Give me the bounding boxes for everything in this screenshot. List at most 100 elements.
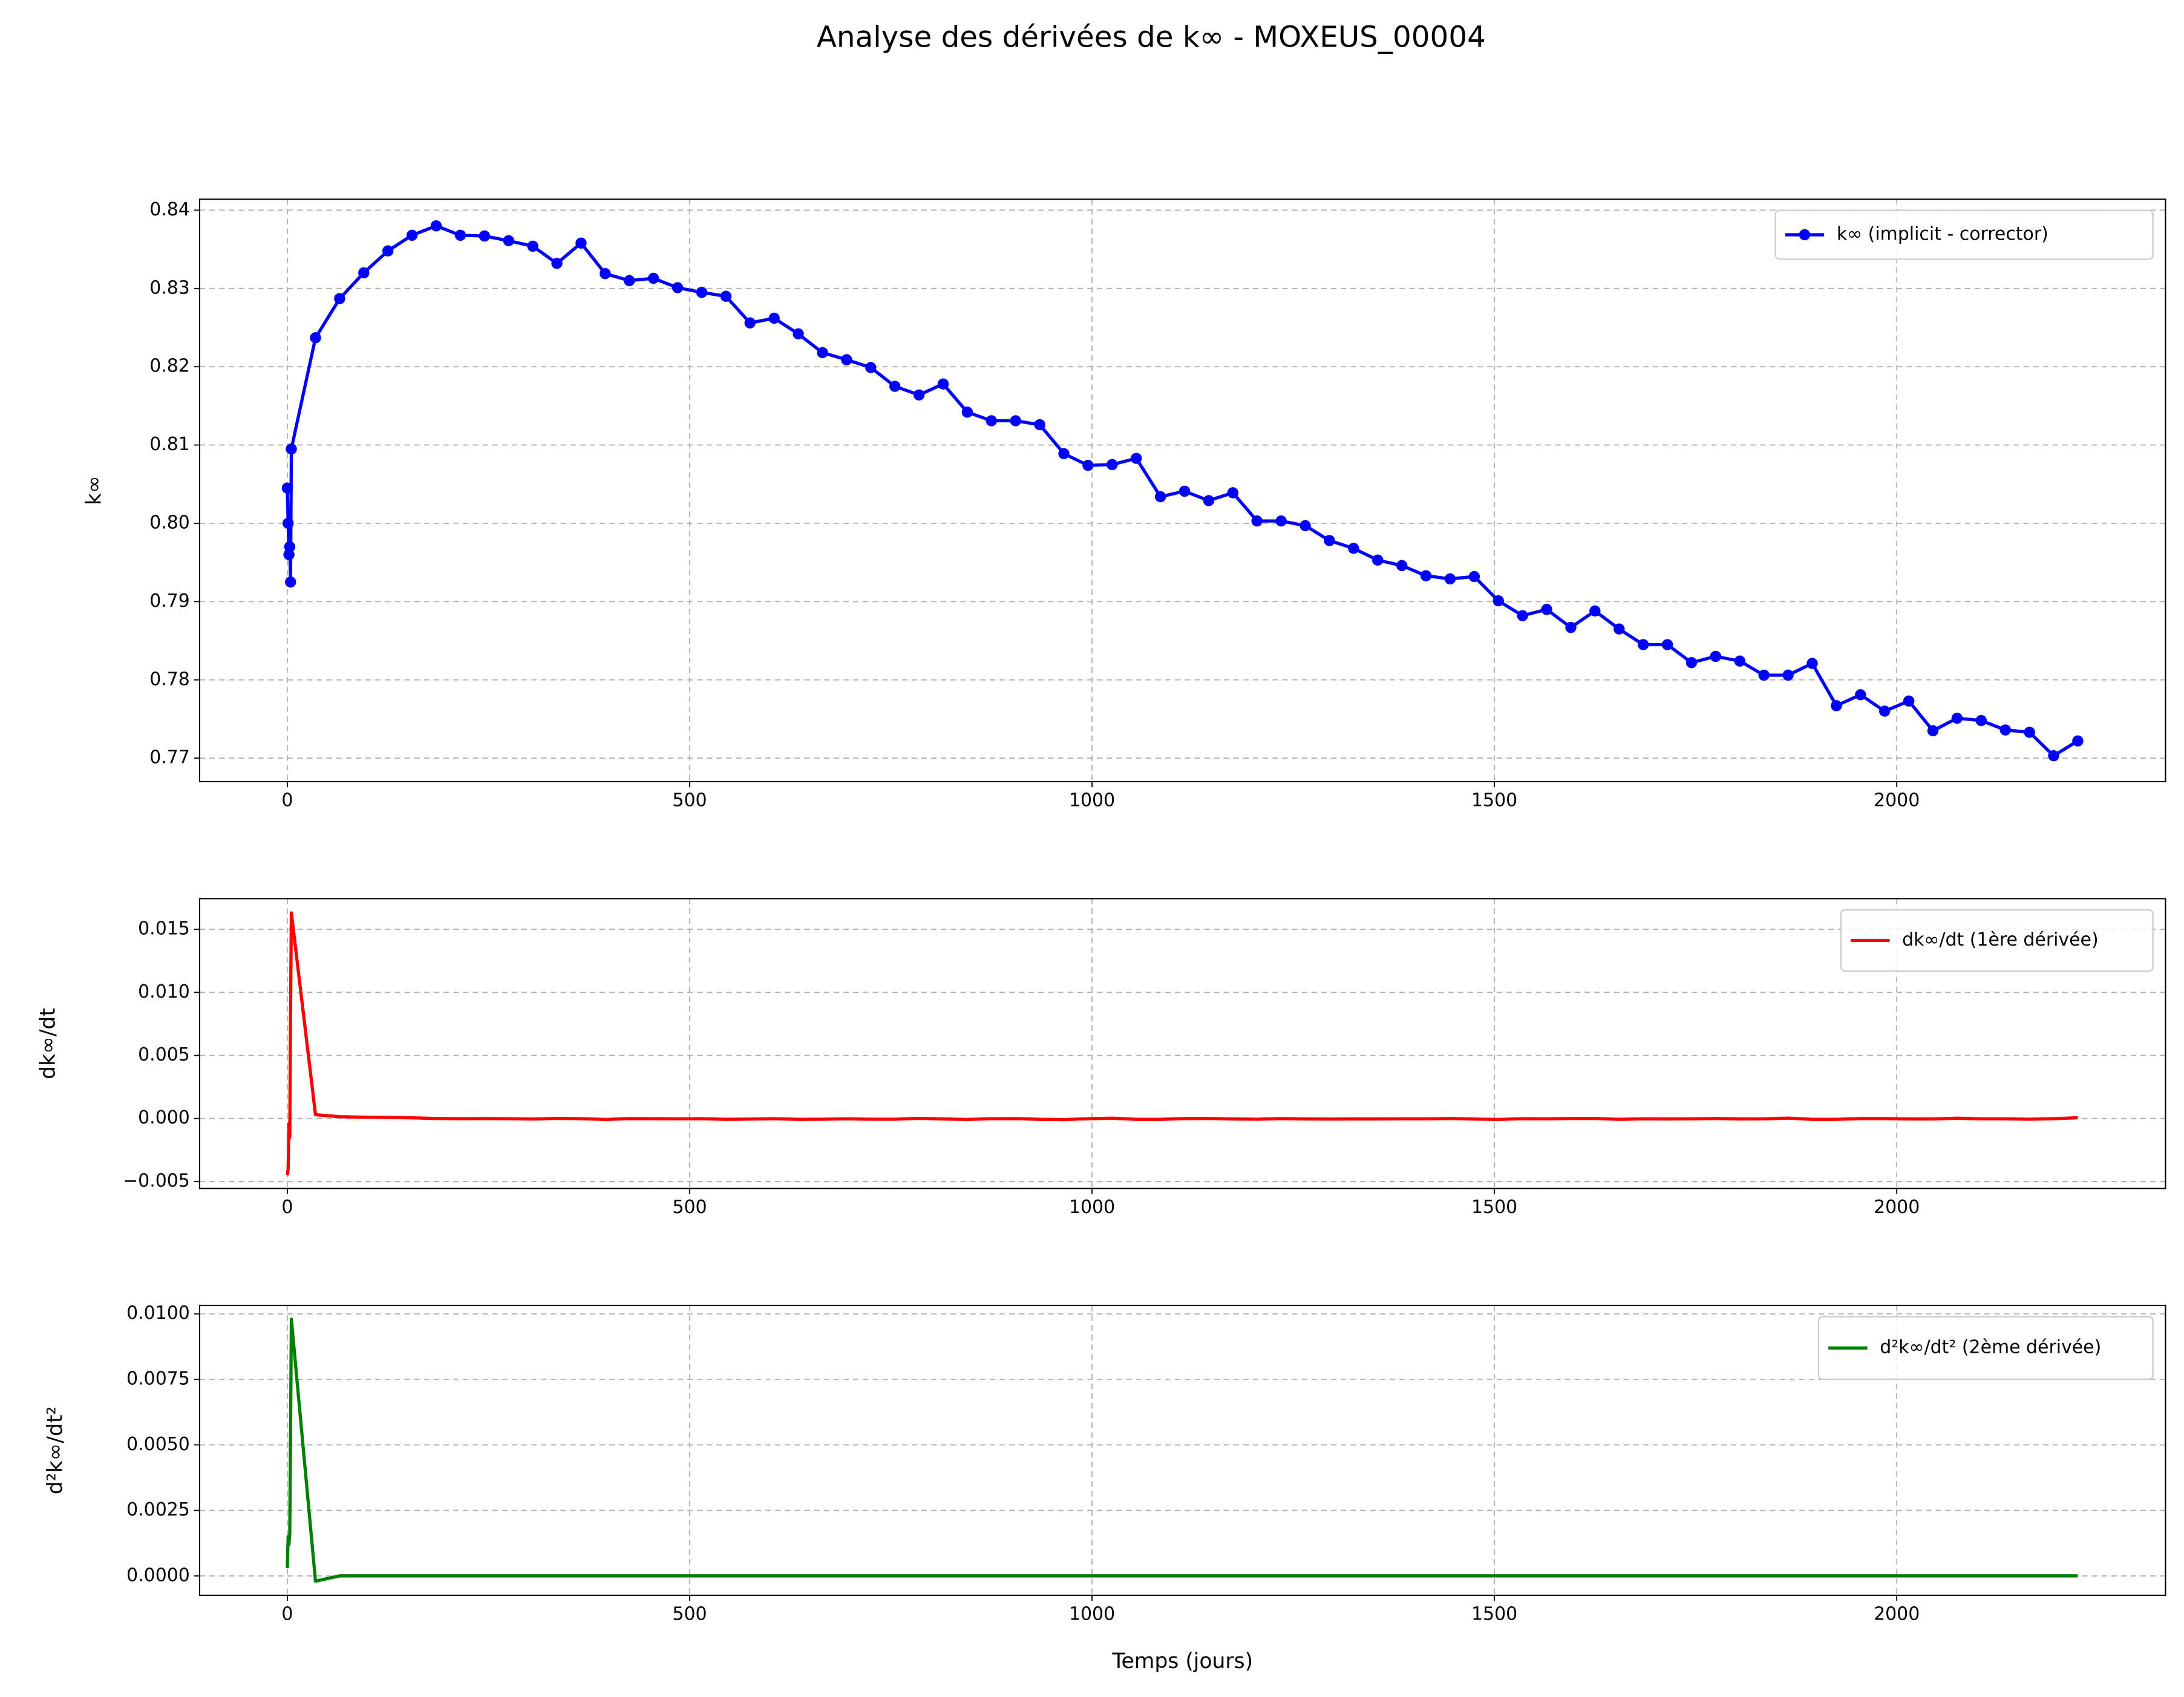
data-point bbox=[283, 517, 294, 529]
data-point bbox=[696, 287, 708, 298]
x-tick-label: 0 bbox=[281, 1604, 293, 1625]
data-point bbox=[1613, 623, 1625, 635]
x-tick-label: 0 bbox=[281, 790, 293, 811]
data-point bbox=[1855, 689, 1866, 701]
y-tick-label: 0.81 bbox=[149, 434, 190, 455]
x-tick-label: 1000 bbox=[1069, 790, 1115, 811]
data-point bbox=[768, 312, 780, 324]
data-point bbox=[1758, 669, 1770, 681]
data-point bbox=[913, 389, 925, 401]
data-point bbox=[1082, 460, 1094, 471]
data-point bbox=[1348, 543, 1359, 554]
data-point bbox=[841, 354, 852, 365]
data-point bbox=[2048, 750, 2059, 762]
data-point bbox=[2072, 735, 2084, 747]
data-point bbox=[1903, 695, 1915, 707]
y-tick-label: 0.77 bbox=[149, 747, 190, 768]
data-point bbox=[986, 415, 998, 427]
plot-area bbox=[286, 911, 2078, 1175]
data-point bbox=[1420, 570, 1432, 581]
y-tick-label: 0.82 bbox=[149, 356, 190, 377]
y-tick-label: 0.84 bbox=[149, 199, 190, 220]
x-tick-label: 2000 bbox=[1874, 1197, 1920, 1218]
data-point bbox=[865, 362, 877, 373]
data-point bbox=[1058, 448, 1070, 460]
data-point bbox=[1879, 705, 1891, 717]
y-axis-label: k∞ bbox=[82, 476, 106, 505]
data-point bbox=[334, 293, 345, 304]
y-axis-label: dk∞/dt bbox=[36, 1008, 60, 1079]
data-point bbox=[1179, 485, 1191, 497]
axes-frame bbox=[198, 198, 2166, 782]
data-point bbox=[672, 282, 684, 293]
data-point bbox=[1396, 560, 1408, 572]
data-point bbox=[1300, 520, 1311, 532]
data-point bbox=[1999, 724, 2011, 736]
data-point bbox=[551, 258, 563, 269]
data-point bbox=[1203, 495, 1215, 506]
data-point bbox=[1927, 725, 1939, 737]
data-point bbox=[1831, 700, 1842, 711]
y-tick-label: 0.005 bbox=[138, 1044, 190, 1065]
x-tick-label: 0 bbox=[281, 1197, 293, 1218]
data-point bbox=[1541, 604, 1552, 615]
data-point bbox=[1975, 714, 1987, 727]
data-point bbox=[1372, 554, 1384, 566]
x-tick-label: 1500 bbox=[1471, 1604, 1517, 1625]
legend-box bbox=[1817, 1316, 2154, 1381]
x-tick-label: 500 bbox=[672, 790, 707, 811]
data-point bbox=[310, 332, 321, 344]
x-tick-label: 1000 bbox=[1069, 1604, 1115, 1625]
data-point bbox=[937, 378, 949, 390]
data-point bbox=[1107, 459, 1118, 471]
data-point bbox=[720, 290, 732, 302]
data-point bbox=[2024, 727, 2035, 738]
data-point bbox=[454, 229, 466, 241]
data-point bbox=[527, 240, 538, 252]
y-tick-label: 0.000 bbox=[138, 1107, 190, 1128]
data-point bbox=[1685, 657, 1698, 669]
data-point bbox=[1517, 610, 1528, 621]
data-point bbox=[1493, 595, 1504, 607]
y-tick-label: 0.79 bbox=[149, 590, 190, 612]
data-point bbox=[744, 317, 756, 329]
data-point bbox=[503, 235, 514, 247]
y-tick-label: −0.005 bbox=[123, 1170, 190, 1191]
data-point bbox=[281, 482, 293, 494]
x-tick-label: 500 bbox=[672, 1604, 707, 1625]
y-tick-label: 0.0075 bbox=[126, 1368, 190, 1390]
y-tick-label: 0.80 bbox=[149, 512, 190, 533]
x-tick-label: 1500 bbox=[1471, 1197, 1517, 1218]
data-point bbox=[479, 230, 491, 242]
data-point bbox=[1589, 605, 1601, 617]
x-tick-label: 2000 bbox=[1874, 1604, 1920, 1625]
data-point bbox=[1782, 669, 1794, 681]
data-point bbox=[430, 220, 442, 232]
data-point bbox=[575, 237, 587, 249]
data-point bbox=[1034, 419, 1045, 431]
y-tick-label: 0.0050 bbox=[126, 1434, 190, 1455]
data-point bbox=[1324, 535, 1335, 546]
axes-frame bbox=[198, 898, 2166, 1189]
data-point bbox=[600, 268, 611, 280]
axes-frame bbox=[198, 1304, 2166, 1596]
plot-area bbox=[281, 220, 2084, 762]
data-point bbox=[1227, 487, 1239, 499]
x-tick-label: 1500 bbox=[1471, 790, 1517, 811]
x-tick-label: 1000 bbox=[1069, 1197, 1115, 1218]
data-point bbox=[889, 381, 901, 392]
data-point bbox=[1637, 639, 1649, 650]
plot-area bbox=[286, 1317, 2078, 1583]
data-point bbox=[793, 328, 804, 340]
data-line bbox=[286, 911, 2078, 1175]
data-point bbox=[1661, 639, 1673, 650]
legend-box bbox=[1774, 209, 2154, 260]
y-axis-label: d²k∞/dt² bbox=[43, 1407, 67, 1494]
data-point bbox=[1806, 658, 1818, 669]
data-point bbox=[1565, 621, 1577, 633]
legend-label: d²k∞/dt² (2ème dérivée) bbox=[1880, 1337, 2101, 1358]
data-point bbox=[1444, 573, 1456, 585]
data-point bbox=[1710, 650, 1722, 662]
